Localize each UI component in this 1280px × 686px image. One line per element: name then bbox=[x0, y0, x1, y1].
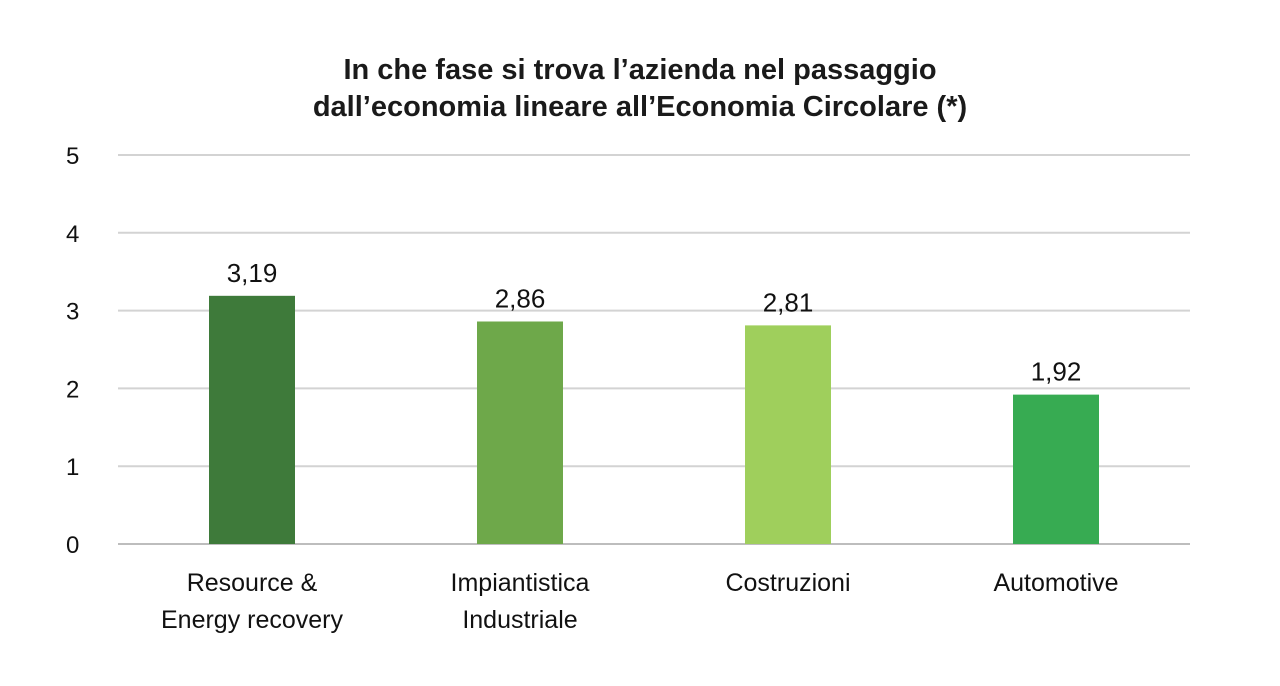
category-label-4-line-1: Automotive bbox=[993, 569, 1118, 597]
y-tick-label-0: 0 bbox=[66, 532, 79, 559]
bar-4 bbox=[1013, 394, 1099, 544]
y-tick-label-3: 3 bbox=[66, 299, 79, 326]
y-tick-label-4: 4 bbox=[66, 221, 79, 248]
chart-title: In che fase si trova l’azienda nel passa… bbox=[0, 52, 1280, 126]
category-label-2: Impiantistica Industriale bbox=[451, 569, 590, 634]
value-label-2: 2,86 bbox=[495, 283, 546, 313]
value-label-1: 3,19 bbox=[227, 258, 278, 288]
category-label-4: Automotive bbox=[993, 569, 1118, 597]
bar-3 bbox=[745, 325, 831, 544]
value-label-4: 1,92 bbox=[1031, 357, 1082, 387]
y-tick-label-1: 1 bbox=[66, 454, 79, 481]
category-label-3: Costruzioni bbox=[725, 569, 850, 597]
bar-1 bbox=[209, 295, 295, 544]
category-label-2-line-2: Industriale bbox=[462, 606, 577, 634]
chart-title-line-1: In che fase si trova l’azienda nel passa… bbox=[343, 54, 937, 86]
bar-2 bbox=[477, 321, 563, 544]
category-label-2-line-1: Impiantistica bbox=[451, 569, 590, 597]
chart-title-line-2: dall’economia lineare all’Economia Circo… bbox=[312, 91, 968, 123]
y-tick-label-2: 2 bbox=[66, 376, 79, 403]
category-label-1: Resource & Energy recovery bbox=[161, 569, 344, 634]
y-tick-label-5: 5 bbox=[66, 143, 79, 170]
category-label-1-line-1: Resource & bbox=[187, 569, 318, 597]
category-label-3-line-1: Costruzioni bbox=[725, 569, 850, 597]
value-label-3: 2,81 bbox=[763, 287, 814, 317]
category-label-1-line-2: Energy recovery bbox=[161, 606, 344, 634]
